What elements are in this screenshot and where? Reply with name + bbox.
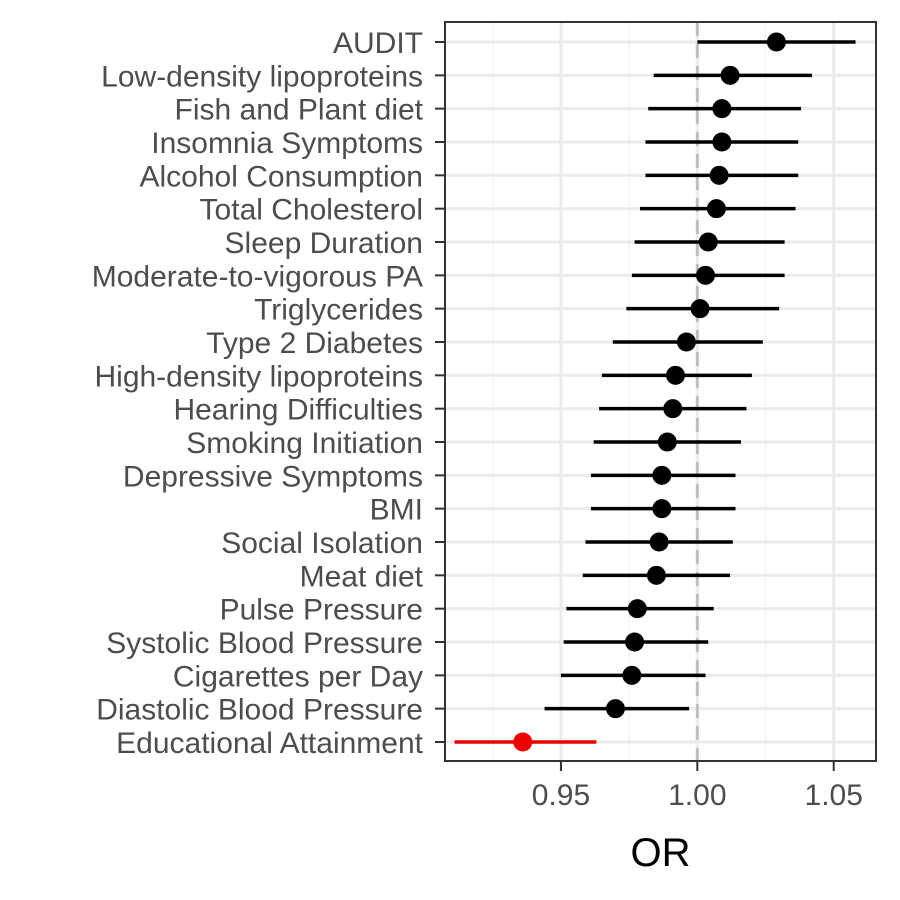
category-label: Smoking Initiation: [186, 427, 423, 460]
point-estimate: [605, 699, 625, 719]
category-label: Educational Attainment: [116, 727, 424, 760]
point-estimate: [676, 332, 696, 352]
point-estimate: [766, 32, 786, 52]
panel-border: [444, 21, 877, 762]
grid: [445, 22, 876, 761]
category-label: Triglycerides: [254, 294, 423, 327]
category-label: Type 2 Diabetes: [206, 327, 423, 360]
point-estimate: [666, 365, 686, 385]
category-label: High-density lipoproteins: [94, 360, 423, 393]
point-estimate: [513, 732, 533, 752]
point-estimate: [706, 199, 726, 219]
category-label: Low-density lipoproteins: [101, 60, 423, 93]
category-label: Insomnia Symptoms: [151, 127, 423, 160]
point-estimate: [696, 265, 716, 285]
point-estimate: [712, 132, 732, 152]
x-tick-label: 1.05: [805, 779, 863, 812]
point-estimate: [649, 532, 669, 552]
category-label: AUDIT: [333, 27, 423, 60]
point-estimate: [720, 65, 740, 85]
category-label: Total Cholesterol: [200, 194, 423, 227]
category-label: BMI: [370, 494, 423, 527]
category-label: Social Isolation: [221, 527, 423, 560]
point-estimate: [652, 499, 672, 519]
category-label: Systolic Blood Pressure: [106, 627, 423, 660]
point-estimate: [646, 565, 666, 585]
point-estimate: [625, 632, 645, 652]
category-label: Alcohol Consumption: [140, 160, 424, 193]
point-estimate: [627, 599, 647, 619]
point-estimate: [709, 165, 729, 185]
category-label: Diastolic Blood Pressure: [96, 694, 423, 727]
point-estimate: [698, 232, 718, 252]
point-estimate: [663, 399, 683, 419]
category-label: Cigarettes per Day: [173, 660, 423, 693]
category-label: Fish and Plant diet: [175, 94, 424, 127]
category-label: Moderate-to-vigorous PA: [92, 260, 423, 293]
point-estimate: [712, 99, 732, 119]
point-estimate: [657, 432, 677, 452]
category-label: Hearing Difficulties: [173, 394, 423, 427]
category-label: Meat diet: [300, 560, 424, 593]
marks: [454, 32, 856, 752]
x-tick-label: 1.00: [668, 779, 726, 812]
point-estimate: [690, 299, 710, 319]
point-estimate: [622, 665, 642, 685]
category-label: Sleep Duration: [225, 227, 423, 260]
category-label: Pulse Pressure: [220, 594, 423, 627]
x-axis-title: OR: [631, 831, 691, 875]
category-label: Depressive Symptoms: [123, 460, 423, 493]
point-estimate: [652, 465, 672, 485]
x-tick-label: 0.95: [532, 779, 590, 812]
